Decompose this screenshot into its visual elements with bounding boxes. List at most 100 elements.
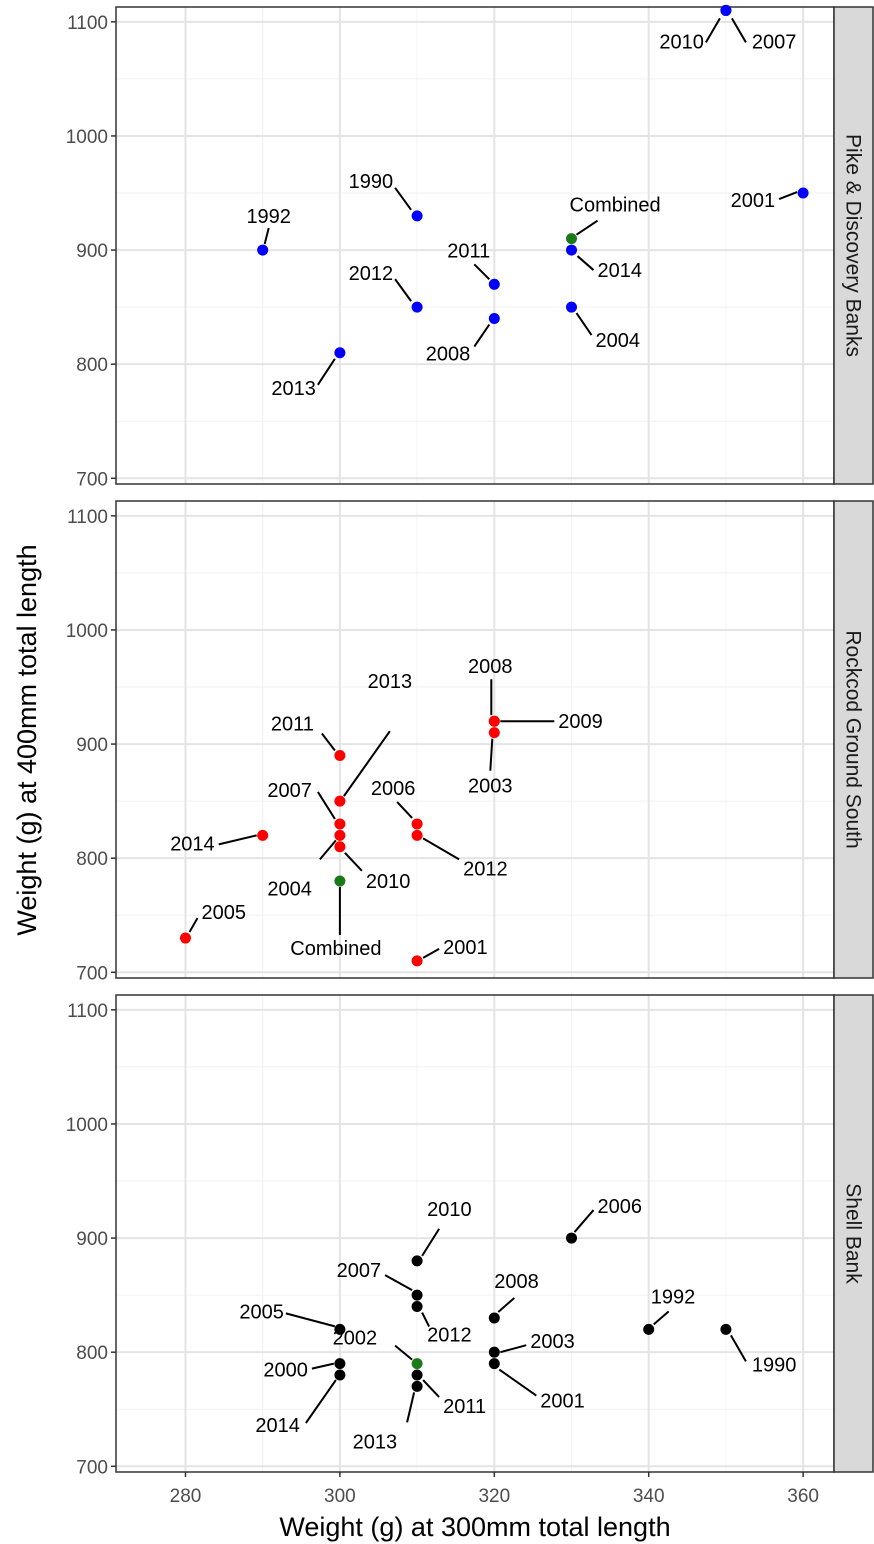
data-point [334, 829, 346, 841]
data-point [334, 1358, 346, 1370]
point-label: 2011 [447, 240, 490, 262]
facet-panel: 700 800 900 1000 1100 Shell Bank 2006 2010 2007 2… [66, 994, 874, 1478]
facet-panel: 700 800 900 1000 1100 Rockcod Ground South 200… [66, 500, 874, 984]
x-axis-title: Weight (g) at 300mm total length [279, 1512, 670, 1542]
point-label: 2013 [271, 378, 316, 400]
data-point [566, 233, 578, 245]
label-leader-line [575, 312, 593, 336]
point-label: 1990 [752, 1354, 797, 1376]
data-point [334, 1323, 346, 1335]
label-leader-line [705, 17, 721, 43]
label-leader-line [384, 1274, 413, 1291]
point-label: 2014 [170, 833, 215, 855]
point-label: 2010 [366, 871, 411, 893]
point-label: 2012 [463, 858, 508, 880]
y-tick-label: 700 [76, 963, 108, 984]
label-leader-line [421, 1312, 430, 1327]
point-label: 2007 [752, 31, 797, 53]
label-leader-line [473, 323, 491, 348]
facet-strip [833, 6, 874, 485]
y-tick-label: 1100 [67, 507, 108, 528]
y-tick-label: 800 [76, 355, 108, 376]
facet-strip-label: Pike & Discovery Banks [842, 134, 865, 357]
data-point [257, 244, 269, 256]
y-tick-label: 700 [76, 1457, 108, 1478]
x-tick-label: 280 [170, 1486, 202, 1507]
label-leader-line [653, 1310, 670, 1326]
label-leader-line [575, 219, 599, 236]
point-label: 2011 [443, 1396, 486, 1418]
label-leader-line [396, 801, 413, 819]
point-label: 2012 [349, 263, 394, 285]
data-point [411, 818, 423, 830]
point-label: 2006 [598, 1196, 643, 1218]
data-point [179, 932, 191, 944]
label-leader-line [422, 1379, 440, 1398]
data-point [411, 210, 423, 222]
data-point [488, 313, 500, 325]
point-label: 2001 [443, 937, 488, 959]
data-point [411, 301, 423, 313]
label-leader-line [319, 839, 337, 861]
y-tick-label: 1000 [66, 621, 108, 642]
point-label: 2013 [368, 671, 413, 693]
point-label: 2005 [201, 902, 246, 924]
point-label: 2007 [337, 1260, 382, 1282]
data-point [566, 1232, 578, 1244]
data-point [411, 1289, 423, 1301]
y-tick-label: 900 [76, 1229, 108, 1250]
label-leader-line [573, 1209, 595, 1233]
facet-strip [833, 500, 874, 979]
data-point [334, 875, 346, 887]
y-tick-label: 800 [76, 1343, 108, 1364]
point-label: 2012 [427, 1325, 472, 1347]
data-point [720, 4, 732, 16]
facet-panel: 700 800 900 1000 1100 Pike & Discovery Banks 2… [66, 4, 874, 490]
data-point [488, 1358, 500, 1370]
x-tick-label: 300 [324, 1486, 356, 1507]
point-label: 2000 [263, 1360, 308, 1382]
label-leader-line [305, 1379, 337, 1424]
label-leader-line [497, 1297, 515, 1313]
point-label: 2013 [353, 1431, 398, 1453]
point-label: 2004 [267, 878, 312, 900]
label-leader-line [188, 917, 199, 933]
point-label: 2005 [239, 1301, 284, 1323]
label-leader-line [394, 278, 412, 302]
label-leader-line [498, 1368, 537, 1397]
label-leader-line [422, 837, 460, 861]
data-point [334, 818, 346, 830]
facet-strip-label: Rockcod Ground South [842, 630, 865, 848]
point-label: 2001 [731, 190, 776, 212]
point-label: 2001 [540, 1391, 585, 1413]
label-leader-line [394, 187, 412, 211]
label-leader-line [311, 1362, 335, 1370]
point-label: 1990 [349, 171, 394, 193]
x-tick-label: 360 [787, 1486, 819, 1507]
panels: 700 800 900 1000 1100 Pike & Discovery Banks 2… [66, 4, 874, 1507]
point-label: Combined [570, 195, 661, 217]
data-point [488, 1346, 500, 1358]
point-label: 2008 [426, 344, 471, 366]
point-label: 2007 [267, 780, 312, 802]
point-label: 2008 [468, 656, 513, 678]
data-point [566, 301, 578, 313]
point-label: 2009 [558, 711, 603, 733]
data-point [334, 347, 346, 359]
y-tick-label: 1000 [66, 1115, 108, 1136]
data-point [411, 1358, 423, 1370]
point-label: 2006 [371, 778, 416, 800]
data-point [334, 1369, 346, 1381]
point-label: 2011 [271, 713, 314, 735]
data-point [720, 1323, 732, 1335]
data-point [411, 1301, 423, 1313]
label-leader-line [421, 1228, 440, 1257]
label-leader-line [406, 1392, 416, 1423]
label-leader-line [218, 834, 257, 846]
point-label: 2010 [427, 1199, 472, 1221]
label-leader-line [285, 1312, 336, 1328]
data-point [411, 955, 423, 967]
label-leader-line [343, 730, 391, 797]
point-label: 2002 [333, 1328, 378, 1350]
label-leader-line [263, 227, 270, 245]
